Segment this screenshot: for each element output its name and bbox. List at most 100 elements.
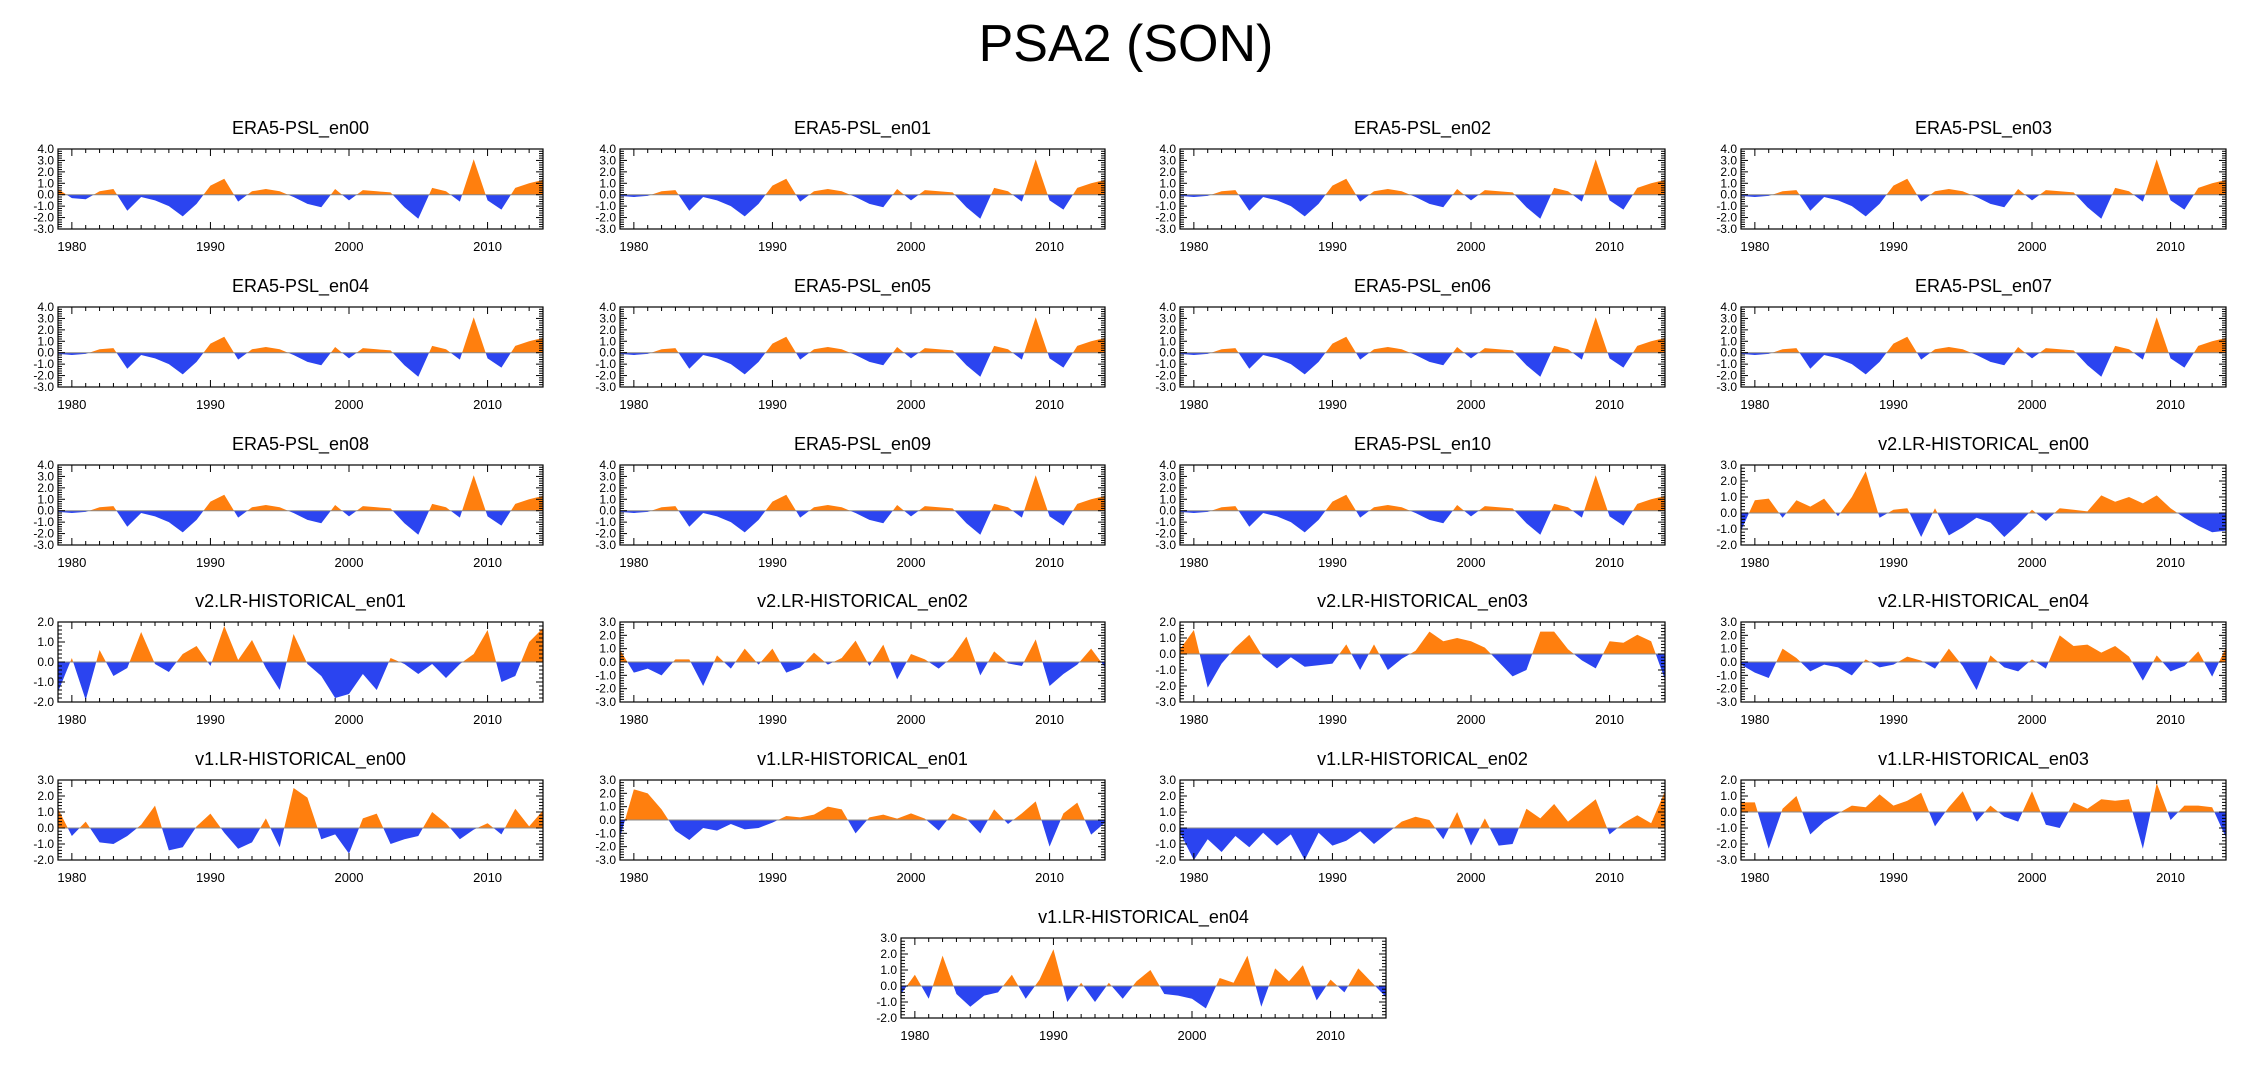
y-tick-label: -1.0	[33, 199, 54, 213]
y-tick-label: -1.0	[1716, 821, 1737, 835]
y-tick-label: 2.0	[1720, 628, 1737, 642]
x-tick-label: 2010	[1595, 555, 1624, 570]
y-tick-label: 0.0	[1720, 805, 1737, 819]
y-tick-label: 2.0	[599, 628, 616, 642]
y-tick-label: -2.0	[1716, 538, 1737, 552]
negative-area	[58, 352, 543, 377]
chart-panel: ERA5-PSL_en10 4.0 3.0 2.0 1.0 0.0 -1.0 -2.0 -3.0…	[1122, 428, 1682, 583]
y-tick-label: -1.0	[595, 357, 616, 371]
y-tick-label: 3.0	[1720, 458, 1737, 472]
y-tick-label: -1.0	[1716, 199, 1737, 213]
x-tick-label: 1980	[57, 239, 86, 254]
y-tick-label: -1.0	[595, 199, 616, 213]
x-tick-label: 2000	[335, 555, 364, 570]
chart-svg: ERA5-PSL_en06 4.03.02.01.00.0-1.0-2.0-3.0…	[1155, 276, 1666, 412]
y-tick-label: 0.0	[1159, 188, 1176, 202]
chart-svg: ERA5-PSL_en05 4.03.02.01.00.0-1.0-2.0-3.0…	[595, 276, 1106, 412]
chart-panel: v1.LR-HISTORICAL_en00 3.0 2.0 1.0 0.0 -1.0 -2.…	[0, 743, 560, 898]
x-tick-label: 1980	[1179, 712, 1208, 727]
x-tick-label: 2000	[335, 870, 364, 885]
y-tick-label: 1.0	[1159, 631, 1176, 645]
y-tick-label: 3.0	[599, 469, 616, 483]
negative-area	[620, 352, 1105, 377]
chart-title: ERA5-PSL_en09	[794, 434, 931, 455]
positive-area	[620, 789, 1105, 820]
chart-svg: ERA5-PSL_en02 4.03.02.01.00.0-1.0-2.0-3.0…	[1155, 118, 1666, 254]
y-tick-label: -3.0	[33, 380, 54, 394]
y-tick-label: 2.0	[599, 786, 616, 800]
chart-title: v1.LR-HISTORICAL_en02	[1317, 749, 1528, 770]
x-tick-label: 2000	[1457, 712, 1486, 727]
chart-title: ERA5-PSL_en07	[1915, 276, 2052, 297]
y-tick-label: 3.0	[37, 469, 54, 483]
y-tick-label: 3.0	[599, 311, 616, 325]
positive-area	[1741, 635, 2226, 662]
x-tick-label: 1980	[619, 555, 648, 570]
chart-panel: ERA5-PSL_en00 4.0 3.0 2.0 1.0 0.0 -1.0 -2.0 -3.0…	[0, 112, 560, 267]
chart-svg: v1.LR-HISTORICAL_en00 3.0 2.0 1.0 0.0 -1.0 -2.…	[33, 749, 544, 885]
y-tick-label: 3.0	[37, 153, 54, 167]
x-tick-label: 2000	[335, 712, 364, 727]
y-tick-label: 3.0	[880, 931, 897, 945]
y-tick-label: 0.0	[37, 346, 54, 360]
chart-title: ERA5-PSL_en00	[232, 118, 369, 139]
y-tick-label: 3.0	[1720, 311, 1737, 325]
x-tick-label: 1990	[196, 712, 225, 727]
plot-frame	[57, 306, 544, 388]
negative-area	[1741, 513, 2226, 537]
chart-panel: v1.LR-HISTORICAL_en01 3.0 2.0 1.0 0.0 -1.0 -2.…	[562, 743, 1122, 898]
x-tick-label: 1990	[1318, 712, 1347, 727]
positive-area	[1180, 317, 1665, 353]
y-tick-label: 0.0	[1720, 506, 1737, 520]
chart-svg: ERA5-PSL_en00 4.03.02.01.00.0-1.0-2.0-3.0…	[33, 118, 544, 254]
negative-area	[1741, 352, 2226, 377]
x-tick-label: 2010	[1035, 870, 1064, 885]
x-tick-label: 1990	[1318, 555, 1347, 570]
x-tick-label: 1990	[1879, 239, 1908, 254]
y-tick-label: -1.0	[33, 837, 54, 851]
y-tick-label: 3.0	[599, 153, 616, 167]
y-tick-label: 0.0	[1720, 188, 1737, 202]
chart-panel: ERA5-PSL_en08 4.0 3.0 2.0 1.0 0.0 -1.0 -2.0 -3.0…	[0, 428, 560, 583]
y-tick-label: 0.0	[599, 655, 616, 669]
chart-title: ERA5-PSL_en08	[232, 434, 369, 455]
x-tick-label: 1980	[57, 712, 86, 727]
x-tick-label: 1990	[1318, 239, 1347, 254]
y-tick-label: 1.0	[880, 963, 897, 977]
chart-svg: v1.LR-HISTORICAL_en04 3.0 2.0 1.0 0.0 -1.0 -2.…	[876, 907, 1387, 1043]
y-tick-label: -3.0	[1716, 380, 1737, 394]
y-tick-label: 0.0	[599, 188, 616, 202]
x-tick-label: 2000	[897, 870, 926, 885]
y-tick-label: 3.0	[37, 773, 54, 787]
y-tick-label: -2.0	[1716, 682, 1737, 696]
x-tick-label: 2010	[473, 712, 502, 727]
y-tick-label: 0.0	[37, 504, 54, 518]
chart-svg: ERA5-PSL_en01 4.03.02.01.00.0-1.0-2.0-3.0…	[595, 118, 1106, 254]
x-tick-label: 2000	[1178, 1028, 1207, 1043]
y-tick-label: 1.0	[599, 334, 616, 348]
y-tick-label: 0.0	[1720, 655, 1737, 669]
chart-panel: ERA5-PSL_en04 4.0 3.0 2.0 1.0 0.0 -1.0 -2.0 -3.0…	[0, 270, 560, 425]
y-tick-label: -3.0	[595, 380, 616, 394]
y-tick-label: 3.0	[1159, 773, 1176, 787]
y-tick-label: -2.0	[595, 840, 616, 854]
y-tick-label: 4.0	[1720, 142, 1737, 156]
y-tick-label: -3.0	[595, 853, 616, 867]
y-tick-label: -2.0	[1155, 527, 1176, 541]
y-tick-label: 4.0	[37, 142, 54, 156]
y-tick-label: 2.0	[1159, 165, 1176, 179]
negative-area	[1741, 812, 2226, 849]
chart-panel: v1.LR-HISTORICAL_en02 3.0 2.0 1.0 0.0 -1.0 -2.…	[1122, 743, 1682, 898]
y-tick-label: -1.0	[1155, 515, 1176, 529]
y-tick-label: 1.0	[37, 805, 54, 819]
chart-svg: v2.LR-HISTORICAL_en00 3.0 2.0 1.0 0.0 -1.0 -2.…	[1716, 434, 2227, 570]
chart-panel: v2.LR-HISTORICAL_en02 3.0 2.0 1.0 0.0 -1.0 -2.…	[562, 585, 1122, 740]
x-tick-label: 2010	[1595, 397, 1624, 412]
chart-title: v1.LR-HISTORICAL_en00	[195, 749, 406, 770]
y-tick-label: -1.0	[876, 995, 897, 1009]
y-tick-label: 3.0	[1720, 153, 1737, 167]
y-tick-label: 2.0	[37, 789, 54, 803]
y-tick-label: -2.0	[595, 369, 616, 383]
y-tick-label: 1.0	[37, 176, 54, 190]
plot-frame	[619, 464, 1106, 546]
